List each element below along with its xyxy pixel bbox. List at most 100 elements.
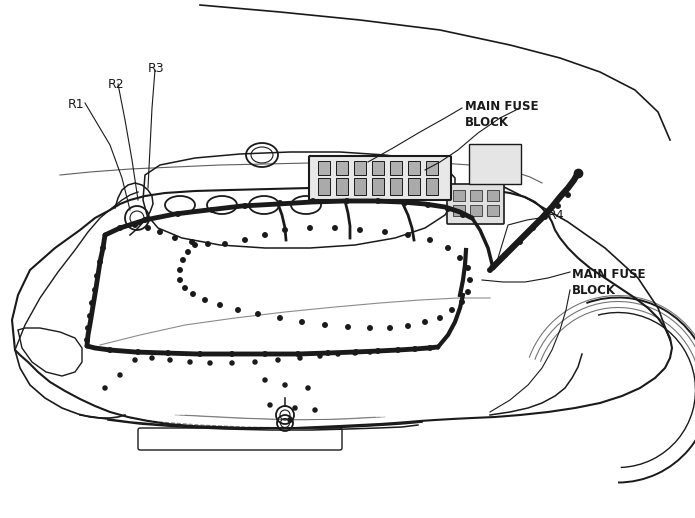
Circle shape bbox=[208, 361, 212, 365]
Circle shape bbox=[256, 312, 260, 316]
Circle shape bbox=[531, 226, 535, 230]
Circle shape bbox=[358, 228, 362, 232]
Bar bbox=[318, 161, 330, 175]
Bar bbox=[354, 161, 366, 175]
Circle shape bbox=[406, 324, 410, 328]
Circle shape bbox=[136, 350, 140, 354]
Circle shape bbox=[268, 403, 272, 407]
Circle shape bbox=[223, 242, 227, 246]
FancyBboxPatch shape bbox=[447, 184, 504, 224]
Circle shape bbox=[103, 386, 107, 390]
Circle shape bbox=[90, 301, 95, 305]
FancyBboxPatch shape bbox=[309, 156, 451, 200]
Circle shape bbox=[165, 351, 170, 355]
Circle shape bbox=[368, 350, 372, 354]
Circle shape bbox=[85, 326, 90, 330]
Circle shape bbox=[108, 348, 113, 352]
Circle shape bbox=[150, 356, 154, 360]
Circle shape bbox=[168, 358, 172, 362]
Circle shape bbox=[376, 349, 380, 353]
Circle shape bbox=[296, 352, 300, 356]
Circle shape bbox=[181, 258, 186, 262]
Circle shape bbox=[263, 378, 267, 382]
Circle shape bbox=[88, 314, 92, 318]
Circle shape bbox=[345, 325, 350, 329]
Circle shape bbox=[263, 233, 268, 237]
Circle shape bbox=[413, 347, 417, 351]
Circle shape bbox=[402, 201, 407, 205]
Circle shape bbox=[173, 236, 177, 240]
Circle shape bbox=[210, 208, 214, 212]
Circle shape bbox=[206, 242, 211, 246]
Circle shape bbox=[278, 316, 282, 320]
Bar bbox=[372, 161, 384, 175]
Circle shape bbox=[101, 246, 105, 250]
Circle shape bbox=[308, 226, 312, 230]
Text: R2: R2 bbox=[108, 78, 124, 91]
Circle shape bbox=[288, 418, 292, 422]
Circle shape bbox=[326, 351, 330, 355]
Circle shape bbox=[283, 228, 287, 232]
Circle shape bbox=[193, 243, 197, 247]
Circle shape bbox=[188, 360, 192, 364]
Circle shape bbox=[427, 346, 432, 350]
Circle shape bbox=[178, 268, 182, 272]
Bar bbox=[453, 205, 465, 216]
Circle shape bbox=[263, 352, 268, 356]
Circle shape bbox=[178, 278, 182, 282]
Circle shape bbox=[333, 226, 337, 230]
Circle shape bbox=[183, 286, 187, 290]
Bar bbox=[354, 178, 366, 195]
Circle shape bbox=[133, 358, 137, 362]
Circle shape bbox=[190, 240, 194, 244]
Circle shape bbox=[253, 360, 257, 364]
Bar bbox=[336, 178, 348, 195]
Circle shape bbox=[176, 212, 180, 216]
Circle shape bbox=[198, 352, 202, 356]
Circle shape bbox=[460, 300, 464, 304]
Circle shape bbox=[186, 250, 190, 254]
Circle shape bbox=[427, 238, 432, 242]
Circle shape bbox=[395, 348, 400, 352]
Circle shape bbox=[445, 207, 450, 211]
Circle shape bbox=[92, 288, 97, 292]
Circle shape bbox=[298, 356, 302, 360]
Circle shape bbox=[458, 256, 462, 260]
Circle shape bbox=[406, 233, 410, 237]
Bar bbox=[470, 205, 482, 216]
Circle shape bbox=[98, 260, 102, 264]
Circle shape bbox=[158, 230, 162, 234]
Circle shape bbox=[388, 326, 392, 330]
Bar bbox=[336, 161, 348, 175]
Bar bbox=[487, 205, 499, 216]
Circle shape bbox=[283, 383, 287, 387]
Bar bbox=[408, 178, 420, 195]
Circle shape bbox=[300, 320, 304, 324]
Circle shape bbox=[461, 213, 465, 217]
Circle shape bbox=[445, 246, 450, 250]
Circle shape bbox=[345, 199, 350, 203]
Circle shape bbox=[278, 201, 282, 205]
FancyBboxPatch shape bbox=[469, 144, 521, 184]
Bar bbox=[426, 161, 438, 175]
Bar bbox=[470, 190, 482, 201]
Text: MAIN FUSE
BLOCK: MAIN FUSE BLOCK bbox=[572, 268, 646, 297]
Circle shape bbox=[243, 204, 247, 208]
Circle shape bbox=[203, 298, 207, 302]
Circle shape bbox=[426, 203, 430, 207]
Bar bbox=[372, 178, 384, 195]
Circle shape bbox=[190, 292, 195, 296]
Circle shape bbox=[450, 308, 455, 312]
Circle shape bbox=[313, 408, 317, 412]
Bar bbox=[487, 190, 499, 201]
Text: MAIN FUSE
BLOCK: MAIN FUSE BLOCK bbox=[465, 100, 539, 129]
Circle shape bbox=[336, 352, 340, 356]
Bar bbox=[390, 178, 402, 195]
Circle shape bbox=[230, 361, 234, 365]
Circle shape bbox=[117, 226, 122, 230]
Circle shape bbox=[566, 193, 571, 197]
Circle shape bbox=[146, 226, 150, 230]
Circle shape bbox=[354, 350, 358, 354]
Circle shape bbox=[556, 204, 560, 208]
Circle shape bbox=[318, 354, 322, 358]
